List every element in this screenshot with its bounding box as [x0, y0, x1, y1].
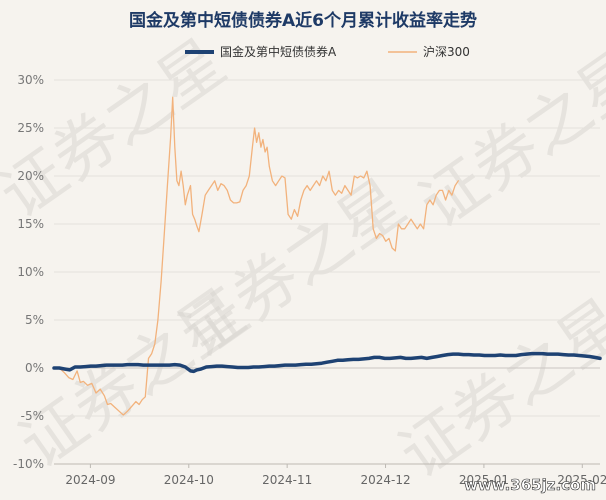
y-tick-label: 30% [17, 73, 44, 87]
x-tick-label: 2024-12 [360, 473, 410, 487]
x-axis: 2024-09 2024-10 2024-11 2024-12 2025-01 2025-… [65, 464, 606, 487]
y-tick-label: 25% [17, 121, 44, 135]
x-tick-label: 2025-02 [557, 473, 606, 487]
legend-label-fund: 国金及第中短债债券A [220, 44, 337, 59]
x-tick-label: 2024-11 [262, 473, 312, 487]
y-tick-label: 10% [17, 265, 44, 279]
legend: 国金及第中短债债券A 沪深300 [185, 44, 470, 59]
y-tick-label: -10% [13, 457, 44, 471]
watermark-text: 证券之星 [7, 276, 259, 483]
y-tick-label: 15% [17, 217, 44, 231]
x-tick-label: 2025-01 [459, 473, 509, 487]
legend-label-hs300: 沪深300 [423, 45, 470, 59]
watermark-text: 证券之星 [407, 36, 606, 243]
y-tick-label: 5% [25, 313, 44, 327]
x-tick-label: 2024-10 [164, 473, 214, 487]
series-layer [52, 96, 602, 416]
watermark-layer: 证券之星 证券之星 证券之星 证券之星 证券之星 [0, 26, 606, 493]
y-tick-label: 0% [25, 361, 44, 375]
chart-title: 国金及第中短债债券A近6个月累计收益率走势 [129, 10, 477, 31]
grid-layer [54, 79, 600, 465]
series-line-fund [52, 351, 602, 374]
site-label: www.365jz.com [464, 476, 596, 494]
y-tick-label: 20% [17, 169, 44, 183]
y-axis: 30% 25% 20% 15% 10% 5% 0% -5% -10% [13, 73, 44, 471]
y-tick-label: -5% [21, 409, 44, 423]
watermark-text: 证券之星 [387, 286, 606, 493]
series-line-hs300 [53, 96, 459, 416]
x-tick-label: 2024-09 [65, 473, 115, 487]
